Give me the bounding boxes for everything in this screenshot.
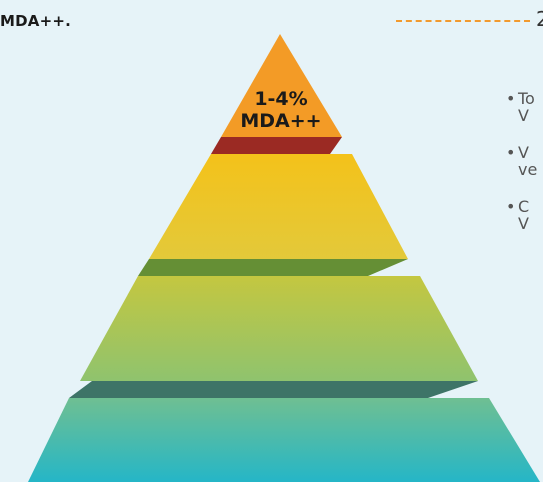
apex-label-line2: MDA++ xyxy=(240,110,321,132)
bullet-line: V xyxy=(518,143,529,162)
pyramid-tier-shadow-1 xyxy=(211,137,342,154)
bullet-line: C xyxy=(518,197,530,216)
header-text: MDA++. xyxy=(0,12,72,30)
dashed-divider xyxy=(396,20,530,22)
bullet-item: V ve xyxy=(506,144,537,178)
header-right-fragment: 2 xyxy=(536,7,543,31)
pyramid-tier-upper-middle xyxy=(149,154,408,259)
pyramid-tier-shadow-2 xyxy=(138,259,408,276)
pyramid-tier-shadow-3 xyxy=(69,381,478,398)
pyramid-tier-lower-middle xyxy=(80,276,478,381)
bullet-line: To xyxy=(518,89,535,108)
pyramid-tier-apex xyxy=(221,34,342,137)
bullet-list: To V V ve C V xyxy=(506,90,537,252)
bullet-item: To V xyxy=(506,90,537,124)
bullet-line: V xyxy=(518,106,529,125)
apex-label-line1: 1-4% xyxy=(254,88,307,110)
pyramid-tier-bottom xyxy=(28,398,540,482)
bullet-item: C V xyxy=(506,198,537,232)
bullet-line: V xyxy=(518,214,529,233)
bullet-line: ve xyxy=(518,160,538,179)
